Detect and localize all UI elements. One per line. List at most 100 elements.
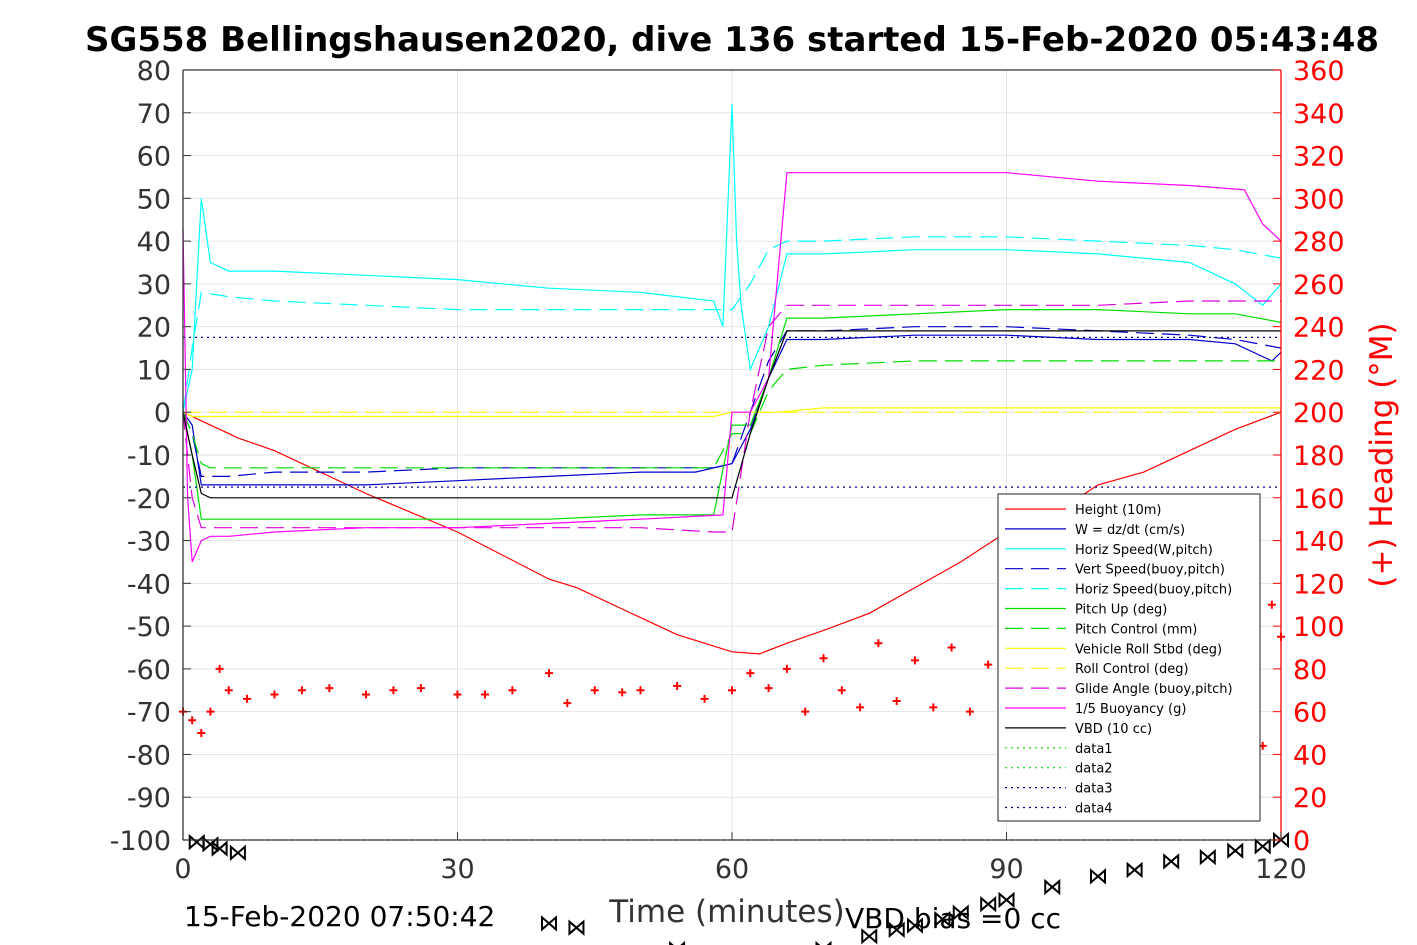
heading-point — [197, 729, 206, 738]
heading-point — [764, 684, 773, 693]
tick-label-left: -50 — [127, 612, 171, 643]
heading-point — [837, 686, 846, 695]
legend-entry: Horiz Speed(W,pitch) — [1075, 543, 1213, 558]
heading-point — [673, 682, 682, 690]
x-axis-label: Time (minutes) — [608, 894, 844, 930]
tick-label-left: -30 — [127, 527, 171, 558]
legend: Height (10m) W = dz/dt (cm/s) Horiz Speed(… — [997, 493, 1261, 822]
legend-entry: W = dz/dt (cm/s) — [1075, 523, 1185, 538]
series-line-9 — [182, 300, 1281, 533]
depth-marker — [1126, 861, 1143, 879]
tick-label-left: -70 — [127, 698, 171, 729]
tick-label-left: -10 — [127, 441, 171, 472]
legend-entry: 1/5 Buoyancy (g) — [1075, 702, 1186, 717]
legend-entry: VBD (10 cc) — [1075, 722, 1152, 737]
tick-label-right: 180 — [1293, 441, 1345, 472]
legend-entry: Vert Speed(buoy,pitch) — [1075, 563, 1225, 578]
heading-point — [215, 664, 224, 673]
heading-point — [1267, 600, 1276, 609]
heading-point — [947, 643, 956, 652]
depth-marker — [1254, 838, 1271, 855]
tick-label-left: 60 — [137, 142, 171, 173]
depth-marker — [1090, 868, 1106, 885]
legend-entry: Glide Angle (buoy,pitch) — [1075, 682, 1233, 697]
depth-marker — [1273, 831, 1289, 849]
depth-marker — [541, 915, 557, 932]
tick-label-right: 340 — [1293, 99, 1345, 130]
heading-point — [700, 694, 709, 703]
tick-label-x: 90 — [989, 854, 1023, 885]
tick-label-right: 360 — [1293, 56, 1345, 87]
tick-label-right: 260 — [1293, 270, 1345, 301]
y-axis-right-label: (+) Heading (°M) — [1364, 322, 1400, 587]
series-line-7 — [182, 407, 1281, 418]
tick-label-right: 200 — [1293, 398, 1345, 429]
footer-vbd-bias: VBD bias =0 cc — [845, 902, 1061, 935]
series-line-11 — [182, 330, 1281, 499]
legend-entry: data1 — [1075, 742, 1113, 757]
legend-entry: Height (10m) — [1075, 503, 1161, 518]
legend-entry: data3 — [1075, 782, 1113, 797]
heading-point — [362, 690, 370, 699]
tick-label-left: -20 — [127, 484, 171, 515]
heading-point — [563, 699, 572, 708]
tick-label-left: 40 — [137, 227, 171, 258]
depth-marker — [934, 910, 951, 928]
depth-marker — [1163, 853, 1180, 870]
depth-marker — [861, 928, 878, 945]
heading-point — [243, 694, 252, 703]
series-line-4 — [182, 236, 1282, 413]
heading-point — [636, 686, 645, 695]
legend-entry: data4 — [1075, 802, 1113, 817]
heading-point — [911, 656, 919, 665]
tick-label-left: 0 — [154, 398, 171, 429]
heading-point — [746, 669, 755, 678]
legend-entry: Pitch Control (mm) — [1075, 622, 1197, 637]
tick-label-left: -90 — [127, 783, 171, 814]
heading-point — [453, 690, 462, 699]
tick-label-right: 240 — [1293, 313, 1345, 344]
y-ticks-right: 3603403203002802602402202001801601401201… — [1273, 56, 1345, 857]
heading-point — [892, 696, 901, 705]
footer-timestamp: 15-Feb-2020 07:50:42 — [184, 900, 495, 933]
series-line-10 — [182, 172, 1282, 563]
depth-marker — [907, 917, 923, 934]
heading-point — [782, 664, 791, 673]
depth-marker — [669, 940, 686, 945]
tick-label-right: 320 — [1293, 142, 1345, 173]
depth-marker — [229, 844, 246, 862]
tick-label-left: 10 — [137, 355, 171, 386]
tick-label-left: 30 — [137, 270, 171, 301]
heading-point — [590, 686, 599, 695]
tick-label-right: 140 — [1293, 527, 1345, 558]
tick-label-left: 80 — [137, 56, 171, 87]
heading-point — [206, 707, 215, 716]
legend-entry: Vehicle Roll Stbd (deg) — [1075, 642, 1222, 657]
x-ticks: 0 30 60 90 120 — [174, 832, 1307, 885]
tick-label-x: 0 — [174, 854, 191, 885]
tick-label-right: 220 — [1293, 355, 1345, 386]
heading-point — [389, 686, 398, 695]
tick-label-left: 50 — [137, 184, 171, 215]
tick-label-right: 280 — [1293, 227, 1345, 258]
legend-entry: Horiz Speed(buoy,pitch) — [1075, 583, 1232, 598]
y-ticks-left: 80 70 60 50 40 30 20 10 0 -10 -20 -30 -40 -50 -60 -70 -8… — [110, 56, 191, 857]
heading-point — [416, 684, 425, 693]
heading-point — [728, 686, 736, 695]
depth-marker — [188, 833, 205, 851]
depth-marker — [1227, 842, 1244, 859]
chart-title: SG558 Bellingshausen2020, dive 136 start… — [85, 20, 1379, 60]
depth-marker — [952, 904, 969, 921]
tick-label-left: -60 — [127, 655, 171, 686]
heading-point — [508, 686, 517, 695]
heading-point — [965, 707, 974, 716]
heading-point — [480, 690, 489, 699]
series-line-2 — [182, 104, 1282, 413]
tick-label-right: 20 — [1293, 783, 1327, 814]
tick-label-left: 70 — [137, 99, 171, 130]
tick-label-right: 60 — [1293, 698, 1327, 729]
series-line-3 — [182, 326, 1282, 477]
heading-point — [297, 686, 306, 695]
tick-label-right: 100 — [1293, 612, 1345, 643]
